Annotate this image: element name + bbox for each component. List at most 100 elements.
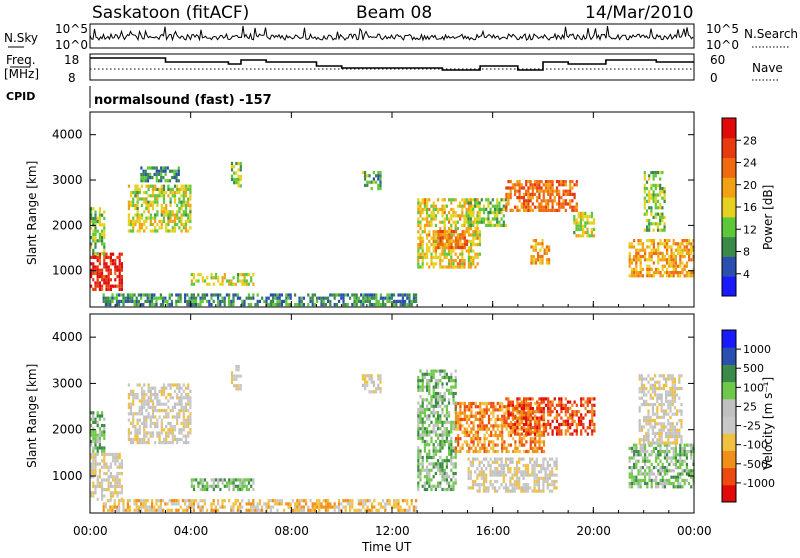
power-cell bbox=[527, 196, 529, 199]
velocity-cell bbox=[470, 470, 472, 473]
power-cell bbox=[688, 239, 690, 242]
power-cell bbox=[152, 194, 154, 197]
power-cell bbox=[591, 215, 593, 218]
velocity-cell bbox=[373, 384, 375, 387]
velocity-cell bbox=[435, 411, 437, 414]
power-cell bbox=[468, 217, 470, 220]
power-cell bbox=[675, 255, 677, 258]
velocity-cell bbox=[121, 485, 123, 488]
power-cell bbox=[178, 197, 180, 200]
power-cell bbox=[441, 221, 443, 224]
power-cell bbox=[154, 185, 156, 188]
power-cell bbox=[498, 221, 500, 224]
velocity-cell bbox=[358, 499, 360, 502]
power-cell bbox=[468, 240, 470, 243]
velocity-cell bbox=[189, 399, 191, 402]
power-cell bbox=[331, 293, 333, 296]
power-cell bbox=[441, 208, 443, 211]
velocity-cell bbox=[514, 450, 516, 453]
velocity-cell bbox=[567, 429, 569, 432]
velocity-cell bbox=[655, 453, 657, 456]
velocity-cell bbox=[520, 486, 522, 489]
power-cell bbox=[334, 297, 336, 300]
velocity-cell bbox=[631, 450, 633, 453]
power-cell bbox=[176, 185, 178, 188]
power-cell bbox=[655, 271, 657, 274]
power-cell bbox=[270, 303, 272, 306]
power-cell bbox=[287, 303, 289, 306]
power-cell bbox=[468, 249, 470, 252]
velocity-cell bbox=[103, 472, 105, 475]
velocity-cell bbox=[589, 426, 591, 429]
velocity-cell bbox=[239, 478, 241, 481]
power-cell bbox=[435, 243, 437, 246]
power-cell bbox=[103, 297, 105, 300]
power-cell bbox=[541, 245, 543, 248]
power-cell bbox=[650, 213, 652, 216]
velocity-cell bbox=[681, 485, 683, 488]
power-cell bbox=[145, 217, 147, 220]
velocity-cell bbox=[450, 430, 452, 433]
velocity-cell bbox=[492, 412, 494, 415]
power-cell bbox=[470, 262, 472, 265]
velocity-cell bbox=[97, 440, 99, 443]
power-cell bbox=[145, 176, 147, 179]
velocity-cell bbox=[147, 506, 149, 509]
velocity-cell bbox=[450, 392, 452, 395]
velocity-cell bbox=[99, 462, 101, 465]
power-cell bbox=[161, 210, 163, 213]
velocity-cell bbox=[650, 419, 652, 422]
velocity-cell bbox=[545, 477, 547, 480]
velocity-cell bbox=[252, 506, 254, 509]
velocity-cell bbox=[473, 444, 475, 447]
power-cell bbox=[119, 272, 121, 275]
velocity-cell bbox=[232, 509, 234, 512]
power-cell bbox=[170, 201, 172, 204]
velocity-cell bbox=[650, 441, 652, 444]
power-cell bbox=[133, 293, 135, 296]
velocity-cell bbox=[589, 410, 591, 413]
power-cell bbox=[248, 297, 250, 300]
velocity-cell bbox=[538, 464, 540, 467]
velocity-cell bbox=[114, 462, 116, 465]
velocity-cell bbox=[657, 456, 659, 459]
power-cell bbox=[285, 297, 287, 300]
velocity-cell bbox=[424, 427, 426, 430]
velocity-cell bbox=[152, 409, 154, 412]
velocity-cell bbox=[417, 386, 419, 389]
velocity-cell bbox=[154, 387, 156, 390]
velocity-cell bbox=[110, 491, 112, 494]
power-cell bbox=[666, 249, 668, 252]
velocity-cell bbox=[643, 393, 645, 396]
power-cell bbox=[94, 239, 96, 242]
power-cell bbox=[468, 221, 470, 224]
velocity-cell bbox=[132, 399, 134, 402]
power-cell bbox=[655, 268, 657, 271]
power-cell bbox=[109, 297, 111, 300]
velocity-cell bbox=[134, 425, 136, 428]
velocity-cell bbox=[506, 424, 508, 427]
velocity-cell bbox=[547, 404, 549, 407]
velocity-cell bbox=[211, 478, 213, 481]
power-cell bbox=[121, 278, 123, 281]
velocity-cell bbox=[156, 409, 158, 412]
velocity-cell bbox=[476, 458, 478, 461]
velocity-cell bbox=[450, 440, 452, 443]
power-cell bbox=[364, 177, 366, 180]
power-cell bbox=[646, 219, 648, 222]
velocity-cell bbox=[435, 398, 437, 401]
power-cell bbox=[170, 204, 172, 207]
velocity-cell bbox=[492, 470, 494, 473]
velocity-cell bbox=[503, 447, 505, 450]
power-cell bbox=[371, 303, 373, 306]
power-cell bbox=[468, 227, 470, 230]
velocity-cell bbox=[523, 477, 525, 480]
power-cell bbox=[329, 303, 331, 306]
velocity-cell bbox=[534, 450, 536, 453]
power-cell bbox=[653, 193, 655, 196]
velocity-cell bbox=[549, 458, 551, 461]
power-cell bbox=[246, 297, 248, 300]
power-cell bbox=[195, 297, 197, 300]
power-cell bbox=[119, 256, 121, 259]
velocity-cell bbox=[490, 412, 492, 415]
